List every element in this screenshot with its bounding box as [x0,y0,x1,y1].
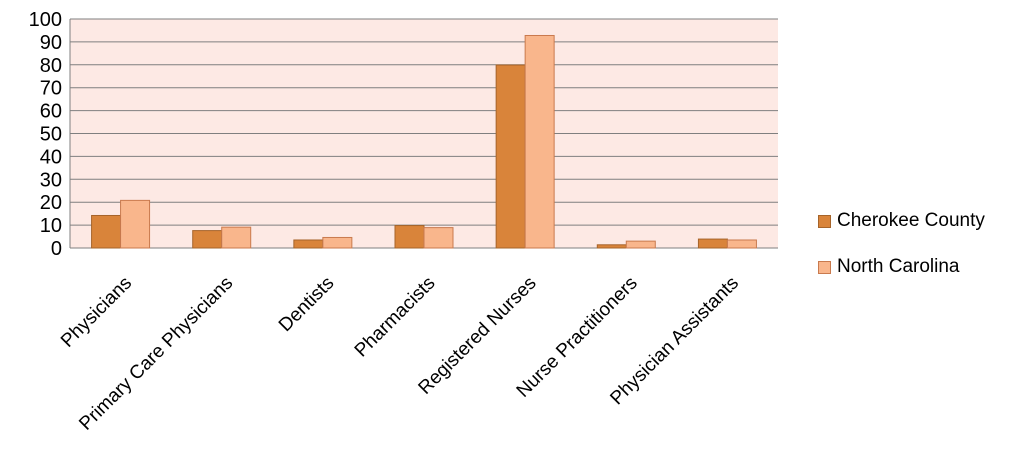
legend-label-cherokee-county: Cherokee County [837,210,985,231]
x-category-label: Physicians [57,273,136,352]
y-tick-label: 90 [40,32,62,54]
bar-primary-care-physicians-north-carolina [221,226,252,249]
bar-dentists-cherokee-county [293,239,324,249]
bar-dentists-north-carolina [322,236,353,249]
y-tick-label: 50 [40,124,62,146]
bar-primary-care-physicians-cherokee-county [192,230,223,249]
bars [91,34,757,249]
y-tick-label: 30 [40,169,62,191]
y-tick-label: 10 [40,215,62,237]
bar-pharmacists-cherokee-county [394,225,425,249]
y-tick-label: 70 [40,78,62,100]
legend-label-north-carolina: North Carolina [837,256,960,277]
bar-physicians-north-carolina [120,199,151,249]
legend-item-cherokee-county: Cherokee County [818,208,985,234]
legend-swatch-north-carolina [818,260,831,274]
x-category-label: Pharmacists [351,273,440,362]
bar-physician-assistants-north-carolina [726,239,757,249]
legend-item-north-carolina: North Carolina [818,254,985,280]
y-tick-label: 40 [40,146,62,168]
bar-registered-nurses-north-carolina [524,34,555,249]
bar-physician-assistants-cherokee-county [697,238,728,249]
bar-nurse-practitioners-north-carolina [625,240,656,249]
y-tick-label: 80 [40,55,62,77]
legend-swatch-cherokee-county [818,214,831,228]
y-tick-label: 100 [29,9,62,31]
bar-pharmacists-north-carolina [423,227,454,249]
y-tick-label: 0 [51,238,62,260]
bar-nurse-practitioners-cherokee-county [596,244,627,249]
bar-physicians-cherokee-county [91,214,122,249]
y-tick-label: 60 [40,101,62,123]
y-tick-label: 20 [40,192,62,214]
legend: Cherokee County North Carolina [818,208,985,300]
bar-registered-nurses-cherokee-county [495,64,526,249]
x-category-label: Dentists [275,273,338,336]
